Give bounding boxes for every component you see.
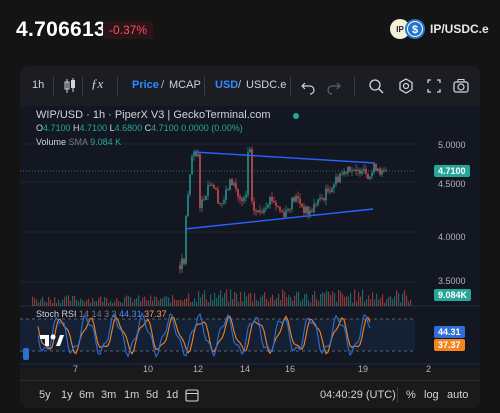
y-tick: 5.0000 [438,140,466,150]
y-tick: 3.5000 [438,276,466,286]
range-1d-button[interactable]: 1d [166,389,179,401]
range-5y-button[interactable]: 5y [39,389,51,401]
svg-text:$: $ [412,24,418,36]
y-tick: 4.0000 [438,232,466,242]
volume-tag: 9.084K [434,289,472,301]
last-price-tag: 4.7100 [434,165,470,177]
interval-selector[interactable]: 1h [32,79,45,91]
header: 4.706613 -0.37% IP $ IP/USDC.e [0,0,500,60]
stoch-d-tag: 37.37 [434,339,465,351]
chart-toolbar: 1h ƒx Price / MCAP USD / USDC.e [20,66,480,106]
redo-icon[interactable] [326,76,342,96]
y-tick: 4.5000 [438,179,466,189]
range-3m-button[interactable]: 3m [101,389,117,401]
mcap-toggle[interactable]: MCAP [169,79,201,91]
log-scale-toggle[interactable]: log [424,389,439,401]
range-1y-button[interactable]: 1y [61,389,73,401]
tradingview-logo-icon [40,334,64,346]
auto-scale-toggle[interactable]: auto [447,389,469,401]
status-dot-icon [293,113,299,119]
quote-toggle[interactable]: USDC.e [246,79,287,91]
range-6m-button[interactable]: 6m [79,389,95,401]
camera-icon[interactable] [452,76,470,96]
range-bar: 5y 1y 6m 3m 1m 5d 1d 04:40:29 (UTC) % lo… [20,380,480,408]
current-price: 4.706613 [16,18,106,41]
stoch-rsi-legend: Stoch RSI 14 14 3 3 44.31 37.37 [36,309,167,319]
token-pair-icon: IP $ [390,19,425,39]
pair-label[interactable]: IP/USDC.e [430,22,489,36]
settings-icon[interactable] [397,76,415,96]
range-5d-button[interactable]: 5d [146,389,159,401]
chart-widget: 1h ƒx Price / MCAP USD / USDC.e [20,66,480,408]
x-tick: 2 [426,364,432,374]
price-chart[interactable] [20,106,480,368]
x-tick: 7 [73,364,79,374]
calendar-range-icon[interactable] [185,388,199,402]
clock-readout[interactable]: 04:40:29 (UTC) [320,389,396,401]
x-tick: 12 [193,364,204,374]
x-tick: 10 [143,364,154,374]
fullscreen-icon[interactable] [425,76,443,96]
x-tick: 16 [285,364,296,374]
volume-legend: Volume SMA 9.084 K [36,137,122,147]
ip-token-icon: IP [396,25,404,34]
candles-icon[interactable] [63,76,77,96]
range-1m-button[interactable]: 1m [124,389,140,401]
indicators-icon[interactable]: ƒx [91,76,104,91]
x-tick: 19 [358,364,369,374]
chart-title: WIP/USD · 1h · PiperX V3 | GeckoTerminal… [36,109,271,121]
usd-toggle[interactable]: USD [215,79,239,91]
scroll-handle-icon[interactable] [23,348,29,360]
x-tick: 14 [240,364,251,374]
chart-plot-area[interactable] [20,106,480,368]
ohlc-readout: O4.7100 H4.7100 L4.6800 C4.7100 0.0000 (… [36,123,243,133]
search-icon[interactable] [367,76,385,96]
percent-scale-toggle[interactable]: % [406,389,416,401]
undo-icon[interactable] [300,76,316,96]
price-change-badge: -0.37% [103,21,154,39]
stoch-k-tag: 44.31 [434,326,465,338]
price-toggle[interactable]: Price [132,79,159,91]
